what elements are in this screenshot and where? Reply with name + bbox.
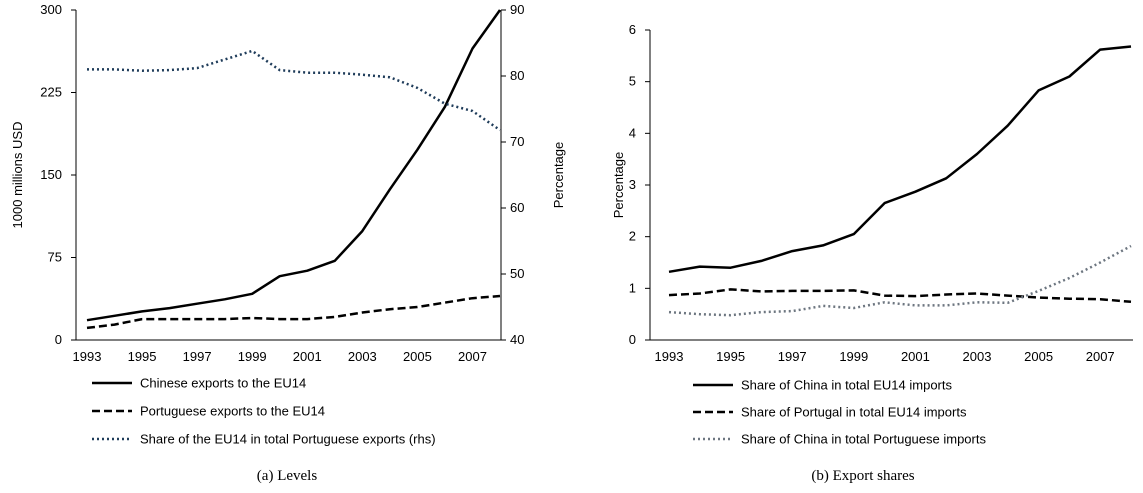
x-tick-labels: 1993 1995 1997 1999 2001 2003 2005 2007 xyxy=(73,349,487,364)
x-tick-label: 1995 xyxy=(128,349,157,364)
legend-label: Chinese exports to the EU14 xyxy=(140,376,306,391)
left-y-axis-title: 1000 millions USD xyxy=(10,122,25,229)
x-tick-label: 2005 xyxy=(403,349,432,364)
series-line-2 xyxy=(668,288,1132,304)
y-tick-label: 150 xyxy=(40,167,62,182)
y-tick-label: 1 xyxy=(629,280,636,295)
y-tick-label: 300 xyxy=(40,2,62,17)
y-tick-label: 0 xyxy=(629,332,636,347)
series-line-1 xyxy=(86,9,502,322)
right-y-tick-label: 80 xyxy=(510,68,524,83)
x-tick-label: 1997 xyxy=(778,349,807,364)
y-tick-label: 4 xyxy=(629,125,636,140)
series-line-2 xyxy=(86,294,501,330)
chart-panel-export-shares: Percentage 0 1 2 3 4 5 6 1993 1995 1997 1999 2001 2… xyxy=(611,22,1133,484)
legend-label: Share of China in total EU14 imports xyxy=(741,378,952,393)
x-tick-label: 1993 xyxy=(73,349,102,364)
x-tick-label: 2005 xyxy=(1024,349,1053,364)
y-tick-label: 225 xyxy=(40,85,62,100)
x-tick-label: 2001 xyxy=(293,349,322,364)
y-tick-label: 5 xyxy=(629,74,636,89)
y-tick-label: 0 xyxy=(55,332,62,347)
y-tick-label: 75 xyxy=(48,250,62,265)
y-tick-label: 2 xyxy=(629,229,636,244)
right-y-tick-label: 60 xyxy=(510,200,524,215)
series-lines xyxy=(86,9,502,330)
x-tick-label: 1999 xyxy=(839,349,868,364)
legend-label: Share of Portugal in total EU14 imports xyxy=(741,405,967,420)
left-y-axis-title: Percentage xyxy=(611,152,626,219)
right-y-tick-label: 50 xyxy=(510,266,524,281)
x-tick-label: 2007 xyxy=(1086,349,1115,364)
x-tick-label: 1999 xyxy=(238,349,267,364)
x-tick-label: 2003 xyxy=(963,349,992,364)
x-tick-label: 2001 xyxy=(901,349,930,364)
legend-label: Share of the EU14 in total Portuguese ex… xyxy=(140,432,436,447)
legend-label: Share of China in total Portuguese impor… xyxy=(741,432,986,447)
right-y-tick-label: 70 xyxy=(510,134,524,149)
left-y-tick-labels: 0 1 2 3 4 5 6 xyxy=(629,22,650,347)
series-line-3 xyxy=(668,244,1132,317)
series-lines xyxy=(668,45,1132,317)
chart-panel-levels: 1000 millions USD Percentage 0 75 150 225 30… xyxy=(10,2,566,484)
y-tick-label: 6 xyxy=(629,22,636,37)
y-tick-label: 3 xyxy=(629,177,636,192)
series-line-3 xyxy=(87,49,501,132)
x-tick-label: 1993 xyxy=(655,349,684,364)
legend: Chinese exports to the EU14 Portuguese ex… xyxy=(92,376,436,447)
x-tick-label: 1997 xyxy=(183,349,212,364)
left-y-tick-labels: 0 75 150 225 300 xyxy=(40,2,76,347)
x-tick-labels: 1993 1995 1997 1999 2001 2003 2005 2007 xyxy=(655,349,1115,364)
x-tick-label: 2003 xyxy=(348,349,377,364)
legend-label: Portuguese exports to the EU14 xyxy=(140,404,325,419)
x-tick-label: 2007 xyxy=(458,349,487,364)
legend: Share of China in total EU14 imports Shar… xyxy=(693,378,986,447)
right-y-tick-labels: 40 50 60 70 80 90 xyxy=(501,2,524,347)
right-y-tick-label: 40 xyxy=(510,332,524,347)
caption-export-shares: (b) Export shares xyxy=(811,468,914,484)
caption-levels: (a) Levels xyxy=(257,468,318,484)
x-tick-label: 1995 xyxy=(716,349,745,364)
right-y-axis-title: Percentage xyxy=(551,142,566,209)
series-line-1 xyxy=(668,45,1132,274)
right-y-tick-label: 90 xyxy=(510,2,524,17)
